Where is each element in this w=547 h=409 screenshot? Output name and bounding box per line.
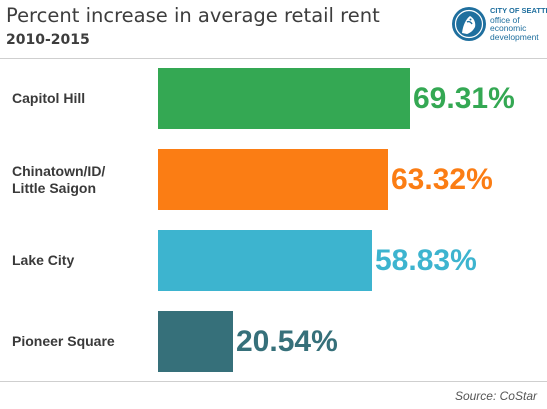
- bar: [158, 230, 372, 291]
- category-label: Lake City: [12, 252, 75, 268]
- category-label: Capitol Hill: [12, 90, 86, 106]
- value-label: 69.31%: [413, 81, 515, 115]
- value-label: 63.32%: [391, 162, 493, 196]
- chart-header: Percent increase in average retail rent …: [0, 0, 547, 58]
- bar: [158, 311, 233, 372]
- bar: [158, 68, 410, 129]
- category-label: Pioneer Square: [12, 333, 115, 349]
- header-divider: [0, 58, 547, 59]
- chart-subtitle: 2010-2015: [6, 32, 90, 48]
- category-label: Chinatown/ID/ Little Saigon: [12, 162, 106, 196]
- city-seal-icon: [452, 7, 486, 41]
- chart-title: Percent increase in average retail rent: [6, 4, 380, 27]
- bar-chart: Capitol Hill 69.31% Chinatown/ID/ Little S…: [0, 60, 547, 380]
- seattle-oed-logo: CITY OF SEATTLE office of economic devel…: [451, 4, 547, 46]
- logo-line-economic: economic: [490, 23, 527, 34]
- value-label: 20.54%: [236, 324, 338, 358]
- logo-wordmark: CITY OF SEATTLE office of economic devel…: [490, 6, 547, 42]
- logo-line-development: development: [490, 31, 539, 42]
- logo-line-city: CITY OF SEATTLE: [490, 6, 547, 15]
- logo-line-office: office of: [490, 14, 520, 25]
- source-note: Source: CoStar: [454, 389, 537, 403]
- footer-divider: [0, 381, 547, 382]
- value-label: 58.83%: [375, 243, 477, 277]
- bar: [158, 149, 388, 210]
